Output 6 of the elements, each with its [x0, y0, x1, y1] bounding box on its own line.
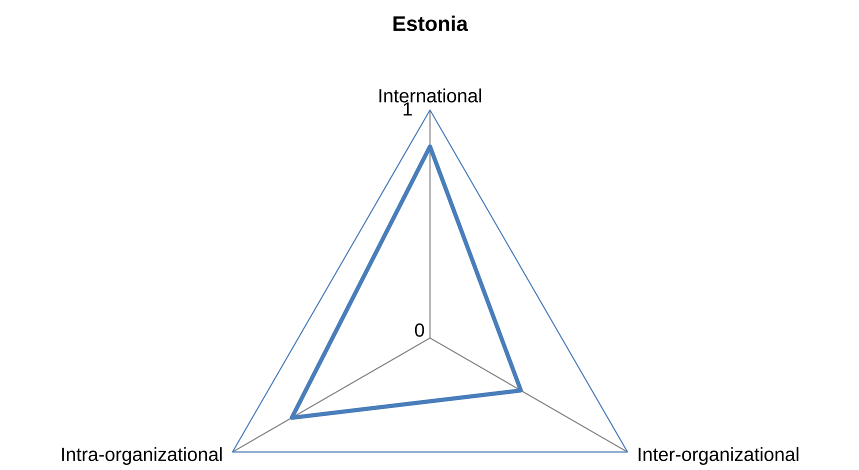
- spoke-label: Intra-organizational: [62, 447, 222, 465]
- spoke-label: International: [379, 88, 482, 102]
- y-tick-label: 0: [414, 323, 424, 337]
- spoke-label: Inter-organizational: [638, 447, 798, 465]
- y-tick-label: 1: [404, 102, 412, 116]
- chart-title: Estonia: [393, 16, 468, 32]
